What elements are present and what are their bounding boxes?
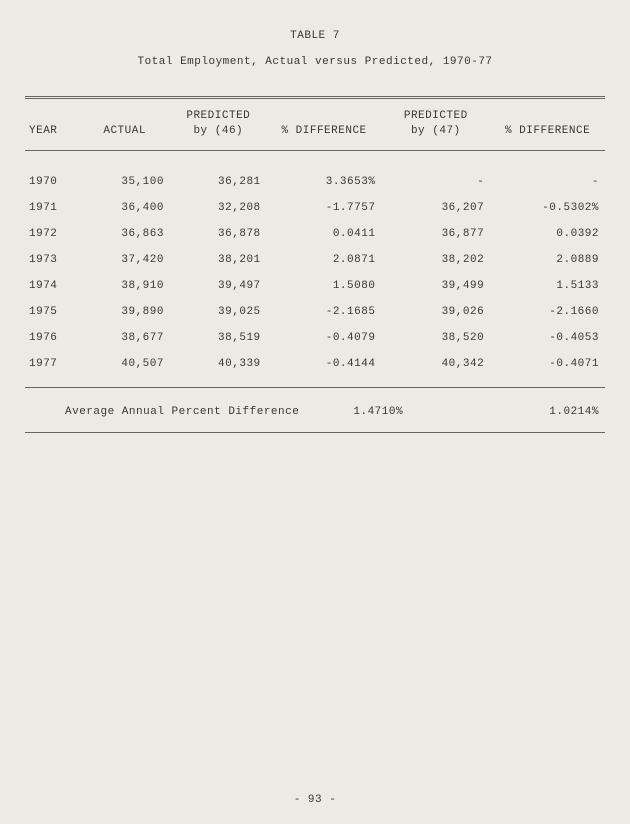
table-header: YEAR ACTUAL PREDICTED by (46) % DIFFEREN… <box>25 105 605 144</box>
footer-val46: 1.4710% <box>305 402 409 422</box>
cell-actual: 39,890 <box>79 299 170 325</box>
cell-p47: 36,877 <box>381 221 490 247</box>
table-row: 197136,40032,208-1.775736,207-0.5302% <box>25 195 605 221</box>
cell-year: 1972 <box>25 221 79 247</box>
page-number: - 93 - <box>0 794 630 806</box>
cell-year: 1976 <box>25 325 79 351</box>
cell-d47: -0.4053 <box>490 325 605 351</box>
cell-d47: -2.1660 <box>490 299 605 325</box>
col-pred46-line1: PREDICTED <box>186 110 250 122</box>
col-pred46-line2: by (46) <box>193 125 243 137</box>
cell-d46: -1.7757 <box>267 195 382 221</box>
cell-p47: 40,342 <box>381 351 490 377</box>
cell-actual: 36,400 <box>79 195 170 221</box>
cell-d46: -2.1685 <box>267 299 382 325</box>
col-pred46: PREDICTED by (46) <box>170 105 267 144</box>
cell-d46: 3.3653% <box>267 169 382 195</box>
table-number: TABLE 7 <box>25 30 605 42</box>
cell-p46: 39,025 <box>170 299 267 325</box>
table-row: 197638,67738,519-0.407938,520-0.4053 <box>25 325 605 351</box>
footer-val47: 1.0214% <box>501 402 605 422</box>
table-row: 197740,50740,339-0.414440,342-0.4071 <box>25 351 605 377</box>
cell-d46: -0.4079 <box>267 325 382 351</box>
col-diff46: % DIFFERENCE <box>267 105 382 144</box>
table-caption: Total Employment, Actual versus Predicte… <box>25 56 605 68</box>
cell-year: 1975 <box>25 299 79 325</box>
cell-p47: 39,499 <box>381 273 490 299</box>
cell-year: 1970 <box>25 169 79 195</box>
cell-d46: 0.0411 <box>267 221 382 247</box>
rule-bottom <box>25 387 605 388</box>
cell-p46: 38,201 <box>170 247 267 273</box>
cell-p46: 38,519 <box>170 325 267 351</box>
cell-p46: 32,208 <box>170 195 267 221</box>
footer-label: Average Annual Percent Difference <box>25 402 305 422</box>
title-block: TABLE 7 Total Employment, Actual versus … <box>25 30 605 68</box>
col-pred47-line2: by (47) <box>411 125 461 137</box>
col-pred47-line1: PREDICTED <box>404 110 468 122</box>
col-year: YEAR <box>25 105 79 144</box>
table-row: 197236,86336,8780.041136,8770.0392 <box>25 221 605 247</box>
cell-d46: 1.5080 <box>267 273 382 299</box>
cell-d47: 2.0889 <box>490 247 605 273</box>
footer-blank <box>409 402 501 422</box>
cell-actual: 35,100 <box>79 169 170 195</box>
table-row: 197035,10036,2813.3653%-- <box>25 169 605 195</box>
rule-footer <box>25 432 605 433</box>
cell-year: 1974 <box>25 273 79 299</box>
cell-actual: 40,507 <box>79 351 170 377</box>
cell-actual: 38,910 <box>79 273 170 299</box>
cell-d47: - <box>490 169 605 195</box>
cell-p47: 36,207 <box>381 195 490 221</box>
cell-d46: 2.0871 <box>267 247 382 273</box>
col-actual: ACTUAL <box>79 105 170 144</box>
cell-d47: -0.4071 <box>490 351 605 377</box>
cell-year: 1973 <box>25 247 79 273</box>
cell-year: 1971 <box>25 195 79 221</box>
table-row: 197337,42038,2012.087138,2022.0889 <box>25 247 605 273</box>
cell-actual: 38,677 <box>79 325 170 351</box>
cell-actual: 37,420 <box>79 247 170 273</box>
footer-table: Average Annual Percent Difference 1.4710… <box>25 402 605 422</box>
col-diff47: % DIFFERENCE <box>490 105 605 144</box>
data-table-body: 197035,10036,2813.3653%--197136,40032,20… <box>25 169 605 377</box>
cell-p46: 40,339 <box>170 351 267 377</box>
footer-row: Average Annual Percent Difference 1.4710… <box>25 402 605 422</box>
cell-p47: 39,026 <box>381 299 490 325</box>
cell-p47: - <box>381 169 490 195</box>
cell-p47: 38,520 <box>381 325 490 351</box>
cell-p46: 39,497 <box>170 273 267 299</box>
data-table: YEAR ACTUAL PREDICTED by (46) % DIFFEREN… <box>25 105 605 144</box>
rule-top <box>25 96 605 99</box>
cell-p46: 36,878 <box>170 221 267 247</box>
cell-p47: 38,202 <box>381 247 490 273</box>
cell-d47: 1.5133 <box>490 273 605 299</box>
cell-d47: -0.5302% <box>490 195 605 221</box>
table-row: 197438,91039,4971.508039,4991.5133 <box>25 273 605 299</box>
cell-d47: 0.0392 <box>490 221 605 247</box>
cell-d46: -0.4144 <box>267 351 382 377</box>
cell-p46: 36,281 <box>170 169 267 195</box>
table-row: 197539,89039,025-2.168539,026-2.1660 <box>25 299 605 325</box>
rule-header <box>25 150 605 151</box>
cell-year: 1977 <box>25 351 79 377</box>
cell-actual: 36,863 <box>79 221 170 247</box>
col-pred47: PREDICTED by (47) <box>381 105 490 144</box>
